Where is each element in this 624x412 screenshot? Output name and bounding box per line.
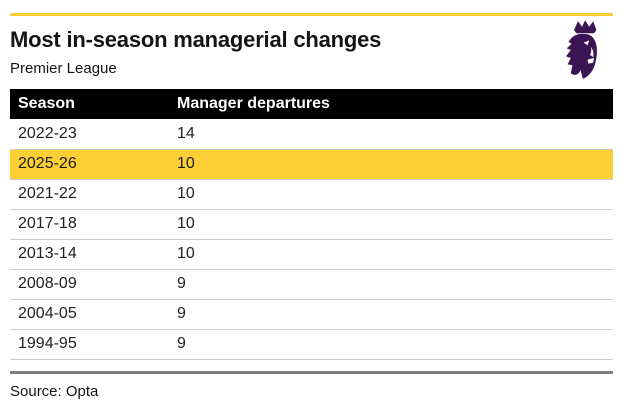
departures-cell: 10 [177,155,195,172]
season-cell: 2025-26 [18,155,77,172]
table-header: Season Manager departures [10,89,613,119]
column-header-departures: Manager departures [177,95,330,112]
premier-league-lion-icon [566,20,597,79]
table-row: 2017-18 10 [10,209,613,239]
table-row: 2025-26 10 [10,149,613,179]
season-cell: 2008-09 [18,275,77,292]
source-credit: Source: Opta [10,382,99,400]
page-title: Most in-season managerial changes [10,27,382,52]
managerial-changes-table: Season Manager departures 2022-23 14 2025-… [10,89,613,360]
column-header-season: Season [18,95,75,112]
departures-cell: 14 [177,124,195,142]
season-cell: 2004-05 [18,305,77,322]
table-row: 2013-14 10 [10,239,613,269]
subtitle: Premier League [10,60,117,77]
departures-cell: 10 [177,215,195,232]
table-row: 1994-95 9 [10,329,613,359]
accent-rule-top [10,13,613,16]
departures-cell: 10 [177,185,195,202]
departures-cell: 9 [177,305,186,322]
table-row: 2022-23 14 [10,119,613,149]
footer-rule [10,370,613,374]
season-cell: 1994-95 [18,335,77,352]
season-cell: 2017-18 [18,215,77,232]
season-cell: 2022-23 [18,124,77,142]
season-cell: 2021-22 [18,185,77,202]
departures-cell: 9 [177,335,186,352]
departures-cell: 10 [177,245,195,262]
table-row: 2021-22 10 [10,179,613,209]
table-row: 2008-09 9 [10,269,613,299]
table-header-row: Season Manager departures [10,89,613,119]
season-cell: 2013-14 [18,245,77,262]
departures-cell: 9 [177,275,186,292]
table-body: 2022-23 14 2025-26 10 2021-22 10 2017-18 10 2013… [10,119,613,359]
table-row: 2004-05 9 [10,299,613,329]
